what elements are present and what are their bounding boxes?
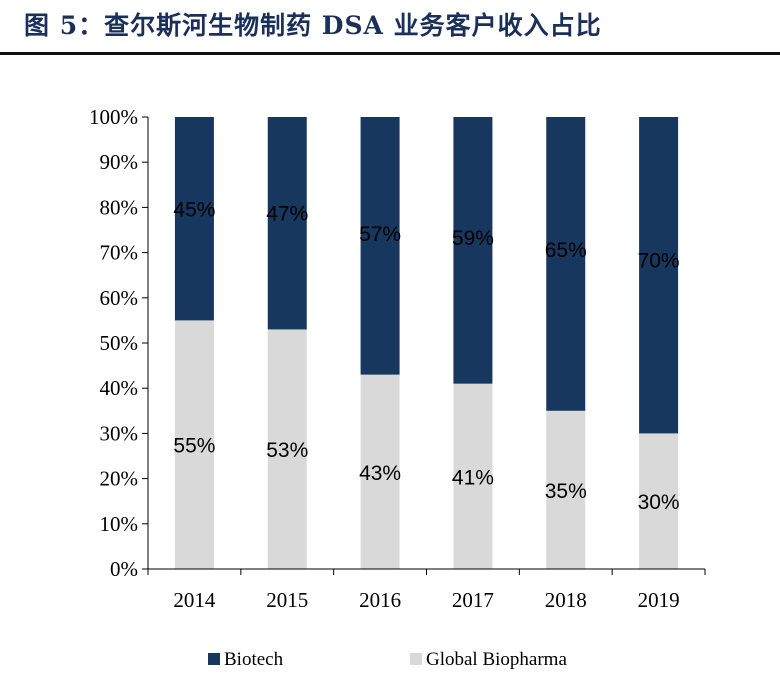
axes-layer: 0% 10% 20% 30% 40% 50% 60% 70% 80% 90% 100% 2014 201… — [89, 105, 706, 612]
bar-biotech-2019 — [639, 117, 679, 434]
data-label-biotech-2015: 47% — [266, 203, 308, 226]
x-tick-label-2017: 2017 — [452, 588, 494, 612]
data-label-biotech-2014: 45% — [173, 199, 215, 222]
bar-global-biopharma-2017 — [453, 383, 493, 569]
data-labels-layer: 55% 45% 53% 47% 43% 57% 41% 59% 35% 65% 30% 70% — [173, 199, 679, 515]
bar-biotech-2014 — [174, 117, 214, 321]
x-tick-label-2019: 2019 — [638, 588, 680, 612]
bar-biotech-2016 — [360, 117, 400, 375]
y-tick-label: 30% — [100, 421, 139, 445]
bar-global-biopharma-2019 — [639, 433, 679, 569]
y-tick-label: 100% — [89, 105, 138, 129]
bar-global-biopharma-2018 — [546, 410, 586, 569]
y-tick-label: 10% — [100, 512, 139, 536]
data-label-global-biopharma-2015: 53% — [266, 439, 308, 462]
bar-global-biopharma-2014 — [174, 320, 214, 569]
data-label-global-biopharma-2016: 43% — [359, 462, 401, 485]
y-tick-label: 90% — [100, 150, 139, 174]
x-tick-label-2014: 2014 — [173, 588, 216, 612]
legend-label-global-biopharma: Global Biopharma — [426, 649, 567, 670]
y-tick-label: 20% — [100, 467, 139, 491]
y-tick-label: 40% — [100, 376, 139, 400]
data-label-global-biopharma-2014: 55% — [173, 435, 215, 458]
y-tick-label: 0% — [110, 557, 138, 581]
data-label-biotech-2018: 65% — [545, 239, 587, 262]
y-tick-label: 70% — [100, 241, 139, 265]
x-tick-label-2015: 2015 — [266, 588, 308, 612]
bar-global-biopharma-2016 — [360, 374, 400, 569]
title-underline — [0, 52, 780, 55]
legend: Biotech Global Biopharma — [208, 649, 567, 670]
data-label-global-biopharma-2017: 41% — [452, 466, 494, 489]
figure-title: 图 5：查尔斯河生物制药 DSA 业务客户收入占比 — [24, 11, 602, 40]
x-tick-label-2018: 2018 — [545, 588, 587, 612]
y-tick-label: 50% — [100, 331, 139, 355]
bar-biotech-2018 — [546, 117, 586, 411]
legend-label-biotech: Biotech — [224, 649, 284, 670]
legend-swatch-biotech — [208, 653, 220, 665]
data-label-biotech-2017: 59% — [452, 227, 494, 250]
data-label-biotech-2016: 57% — [359, 223, 401, 246]
x-tick-label-2016: 2016 — [359, 588, 401, 612]
bar-biotech-2015 — [267, 117, 307, 330]
y-tick-label: 60% — [100, 286, 139, 310]
bar-global-biopharma-2015 — [267, 329, 307, 569]
bar-biotech-2017 — [453, 117, 493, 384]
data-label-global-biopharma-2018: 35% — [545, 480, 587, 503]
data-label-global-biopharma-2019: 30% — [638, 491, 680, 514]
legend-swatch-global-biopharma — [410, 653, 422, 665]
bars-layer — [174, 117, 679, 569]
y-tick-label: 80% — [100, 195, 139, 219]
data-label-biotech-2019: 70% — [638, 249, 680, 272]
